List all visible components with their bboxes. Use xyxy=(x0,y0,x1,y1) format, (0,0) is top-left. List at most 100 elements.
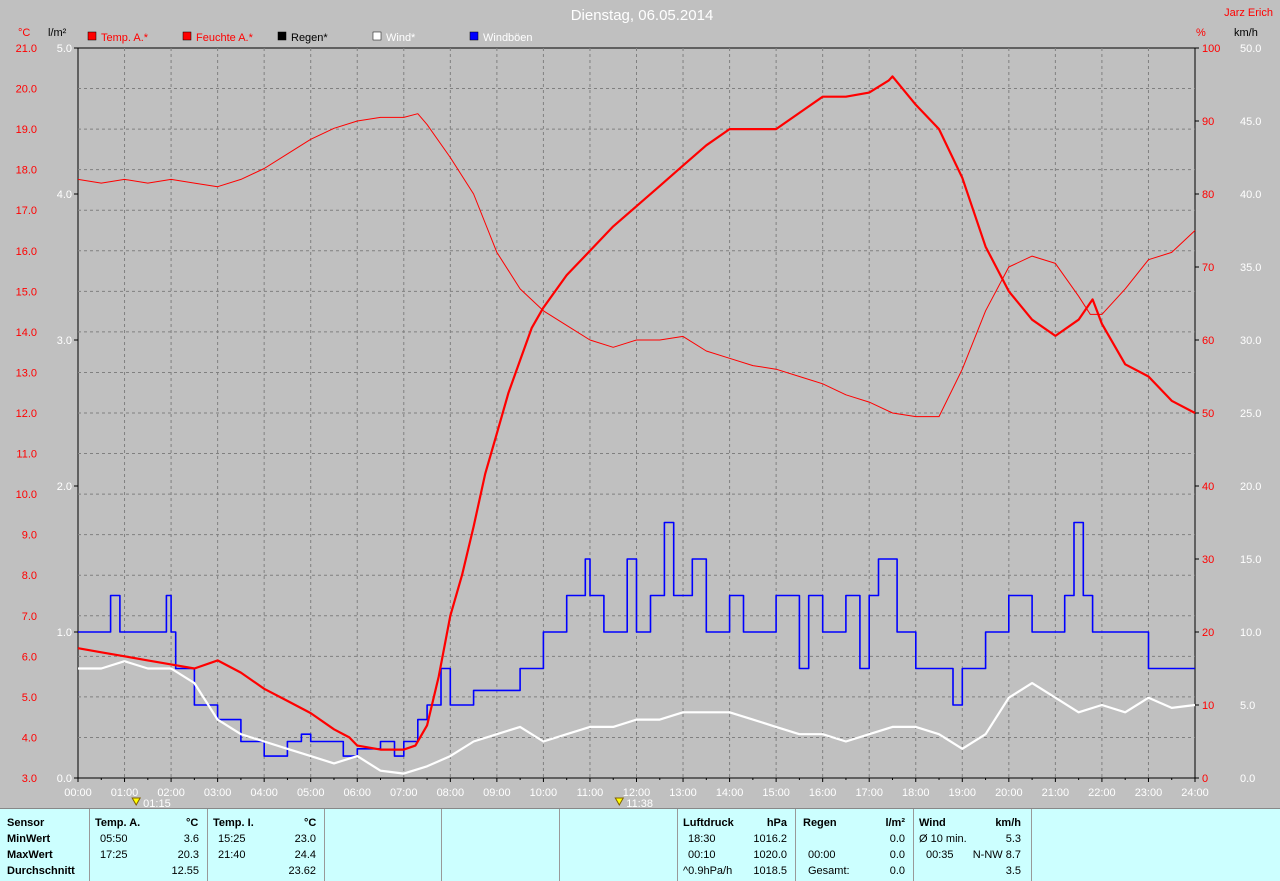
temp-tick-label: 17.0 xyxy=(16,205,37,217)
humidity-axis-unit: % xyxy=(1196,27,1206,39)
temp-a-max-value: 20.3 xyxy=(177,849,199,861)
humidity-tick-label: 50 xyxy=(1202,408,1214,420)
x-tick-label: 02:00 xyxy=(157,787,185,799)
wind-avg10-value: 5.3 xyxy=(1005,833,1021,845)
x-tick-label: 24:00 xyxy=(1181,787,1209,799)
humidity-tick-label: 90 xyxy=(1202,116,1214,128)
temp-tick-label: 20.0 xyxy=(16,84,37,96)
x-tick-label: 16:00 xyxy=(809,787,837,799)
x-tick-label: 13:00 xyxy=(669,787,697,799)
rain-cell: Regen l/m² 0.0 00:00 0.0 Gesamt: 0.0 xyxy=(796,809,914,881)
temp-a-min-time: 05:50 xyxy=(100,833,128,845)
x-tick-label: 06:00 xyxy=(343,787,371,799)
temp-tick-label: 21.0 xyxy=(16,43,37,55)
temp-tick-label: 7.0 xyxy=(22,611,37,623)
rain-total-label: Gesamt: xyxy=(808,865,850,877)
empty-cell-4 xyxy=(1032,809,1280,881)
wind-tick-label: 35.0 xyxy=(1240,262,1261,274)
wind-tick-label: 30.0 xyxy=(1240,335,1261,347)
wind-tick-label: 0.0 xyxy=(1240,773,1255,785)
temp-a-header: Temp. A. xyxy=(95,817,141,829)
wind-max-value: N-NW 8.7 xyxy=(972,849,1021,861)
x-tick-label: 05:00 xyxy=(297,787,325,799)
temp-i-avg-value: 23.62 xyxy=(288,865,316,877)
rain-tick-label: 3.0 xyxy=(57,335,72,347)
series-line-temp-a xyxy=(77,75,1196,751)
x-tick-label: 04:00 xyxy=(250,787,278,799)
x-tick-label: 21:00 xyxy=(1042,787,1070,799)
wind-tick-label: 15.0 xyxy=(1240,554,1261,566)
pressure-unit: hPa xyxy=(766,817,787,829)
temp-tick-label: 13.0 xyxy=(16,367,37,379)
temp-i-min-time: 15:25 xyxy=(218,833,246,845)
rain-header: Regen xyxy=(803,817,837,829)
x-tick-label: 00:00 xyxy=(64,787,92,799)
temp-tick-label: 18.0 xyxy=(16,165,37,177)
rain-tick-label: 2.0 xyxy=(57,481,72,493)
wind-unit: km/h xyxy=(995,817,1021,829)
series-line-feuchte-a xyxy=(77,113,1196,418)
empty-cell-2 xyxy=(442,809,560,881)
x-tick-label: 19:00 xyxy=(949,787,977,799)
x-tick-label: 11:00 xyxy=(577,787,604,799)
x-tick-label: 18:00 xyxy=(902,787,930,799)
wind-tick-label: 40.0 xyxy=(1240,189,1261,201)
grid xyxy=(74,47,1199,782)
wind-axis-unit: km/h xyxy=(1234,27,1258,39)
temp-tick-label: 15.0 xyxy=(16,286,37,298)
pressure-cell: Luftdruck hPa 18:30 1016.2 00:10 1020.0 … xyxy=(678,809,796,881)
x-tick-label: 03:00 xyxy=(204,787,232,799)
x-tick-label: 08:00 xyxy=(437,787,465,799)
temp-tick-label: 12.0 xyxy=(16,408,37,420)
humidity-tick-label: 40 xyxy=(1202,481,1214,493)
temp-a-unit: °C xyxy=(186,817,199,829)
temp-i-min-value: 23.0 xyxy=(294,833,316,845)
x-tick-label: 23:00 xyxy=(1135,787,1163,799)
wind-tick-label: 5.0 xyxy=(1240,700,1255,712)
legend: Temp. A.* Feuchte A.* Regen* Wind* Windböen xyxy=(87,31,533,44)
legend-swatch xyxy=(182,31,192,41)
humidity-tick-label: 10 xyxy=(1202,700,1214,712)
rain-tick-label: 1.0 xyxy=(57,627,72,639)
series-line-windb-en xyxy=(78,521,1195,757)
humidity-tick-label: 60 xyxy=(1202,335,1214,347)
marker-icon xyxy=(131,797,142,807)
x-tick-label: 14:00 xyxy=(716,787,744,799)
series-layer xyxy=(77,75,1196,775)
temp-a-avg-value: 12.55 xyxy=(171,865,199,877)
legend-swatch xyxy=(372,31,382,41)
rain-unit: l/m² xyxy=(885,817,905,829)
x-tick-label: 17:00 xyxy=(855,787,883,799)
temp-i-cell: Temp. I. °C 15:25 23.0 21:40 24.4 23.62 xyxy=(208,809,325,881)
wind-tick-label: 20.0 xyxy=(1240,481,1261,493)
humidity-tick-label: 0 xyxy=(1202,773,1208,785)
temp-tick-label: 10.0 xyxy=(16,489,37,501)
wind-tick-label: 50.0 xyxy=(1240,43,1261,55)
marker-label: 11:38 xyxy=(626,798,653,808)
humidity-tick-label: 100 xyxy=(1202,43,1220,55)
x-tick-label: 20:00 xyxy=(995,787,1023,799)
wind-tick-label: 25.0 xyxy=(1240,408,1261,420)
rain-max-time: 00:00 xyxy=(808,849,836,861)
legend-swatch xyxy=(277,31,287,41)
temp-a-min-value: 3.6 xyxy=(183,833,199,845)
x-tick-label: 10:00 xyxy=(530,787,558,799)
legend-label: Windböen xyxy=(483,32,533,44)
humidity-tick-label: 20 xyxy=(1202,627,1214,639)
temp-a-cell: Temp. A. °C 05:50 3.6 17:25 20.3 12.55 xyxy=(90,809,208,881)
x-tick-label: 12:00 xyxy=(623,787,651,799)
chart-title: Dienstag, 06.05.2014 xyxy=(571,7,714,24)
avg-row-label: Durchschnitt xyxy=(7,865,75,877)
wind-max-time: 00:35 xyxy=(926,849,954,861)
humidity-tick-label: 30 xyxy=(1202,554,1214,566)
rain-axis-unit: l/m² xyxy=(48,27,67,39)
pressure-max-value: 1020.0 xyxy=(753,849,787,861)
x-tick-label: 09:00 xyxy=(483,787,511,799)
pressure-max-time: 00:10 xyxy=(688,849,716,861)
marker-label: 01:15 xyxy=(143,798,171,808)
legend-label: Regen* xyxy=(291,32,328,44)
rain-tick-label: 0.0 xyxy=(57,773,72,785)
temp-i-max-time: 21:40 xyxy=(218,849,246,861)
stats-panel: Sensor MinWert MaxWert Durchschnitt Temp… xyxy=(0,808,1280,881)
rain-total-value: 0.0 xyxy=(889,865,905,877)
